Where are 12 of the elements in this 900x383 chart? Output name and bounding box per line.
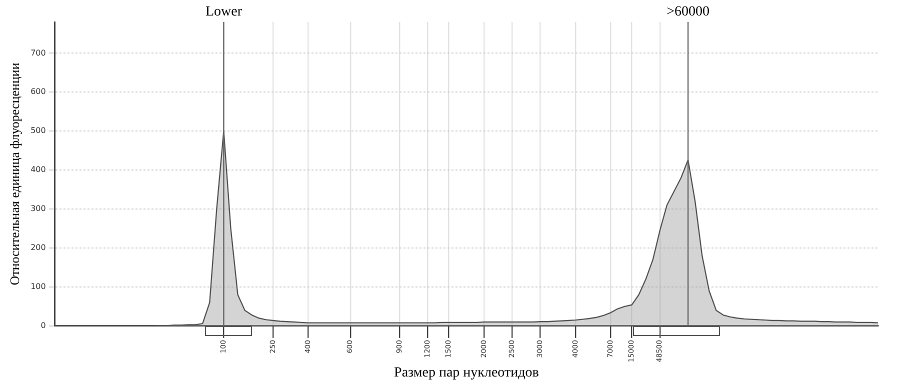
text: Lower [205, 4, 242, 20]
y-tick-label: 500 [30, 126, 46, 136]
y-tick-label: 200 [30, 243, 46, 252]
y-tick-label: 100 [30, 282, 46, 292]
y-tick-label: 400 [30, 165, 46, 174]
y-axis-title: Относительная единица флуоресценции [7, 62, 22, 286]
y-tick-label: 300 [30, 204, 46, 214]
y-tick-label: 0 [40, 321, 46, 330]
text: >60000 [666, 4, 710, 20]
y-tick-label: 700 [30, 48, 46, 58]
y-tick-label: 600 [30, 87, 46, 96]
x-axis-title: Размер пар нуклеотидов [394, 365, 540, 380]
